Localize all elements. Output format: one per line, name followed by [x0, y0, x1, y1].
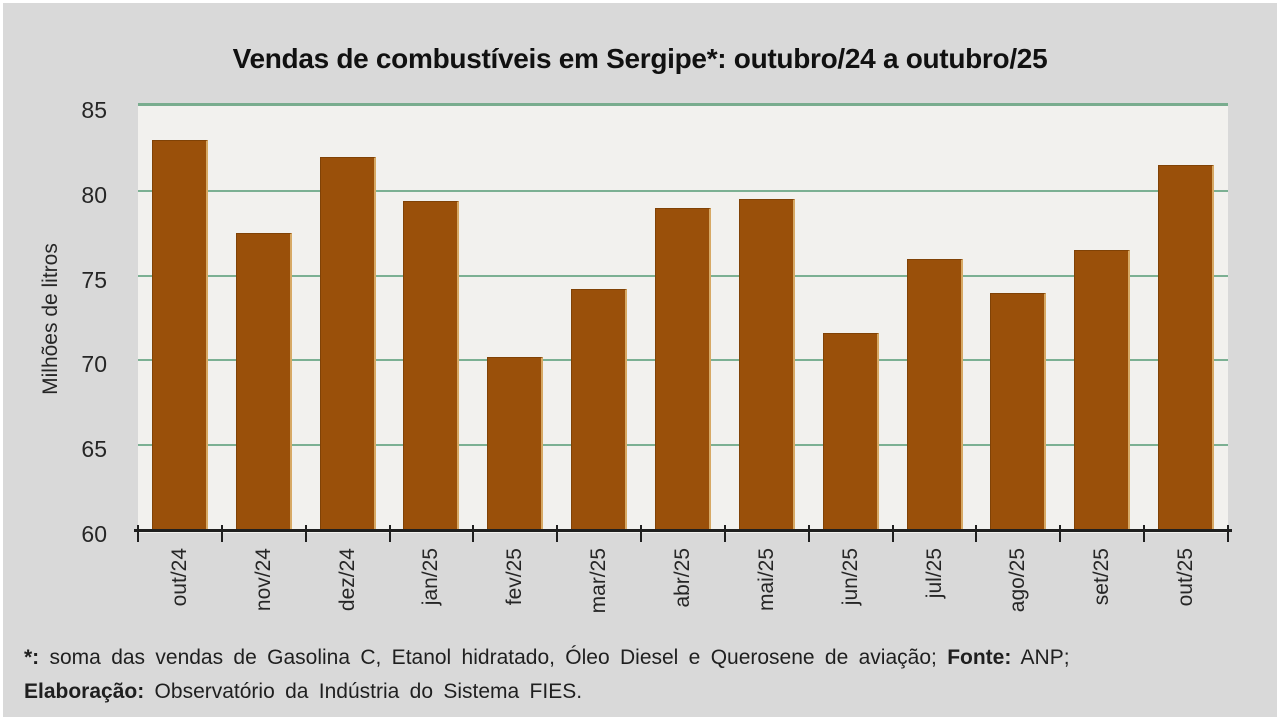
x-tick — [807, 525, 810, 542]
x-tick — [640, 525, 643, 542]
slide-background: Vendas de combustíveis em Sergipe*: outu… — [3, 3, 1277, 717]
x-tick — [723, 525, 726, 542]
x-tick — [388, 525, 391, 542]
x-label-out/24: out/24 — [167, 548, 191, 607]
x-tick — [304, 525, 307, 542]
x-tick — [556, 525, 559, 542]
x-label-fev/25: fev/25 — [503, 548, 527, 606]
x-tick — [891, 525, 894, 542]
bar-mar/25 — [571, 289, 628, 530]
x-label-mar/25: mar/25 — [587, 548, 611, 614]
bar-jul/25 — [906, 258, 963, 530]
y-tick-label-60: 60 — [81, 521, 107, 547]
x-tick — [137, 525, 139, 542]
x-tick — [1059, 525, 1062, 542]
x-label-jan/25: jan/25 — [419, 548, 443, 606]
y-tick-label-70: 70 — [81, 351, 107, 378]
x-label-abr/25: abr/25 — [671, 548, 694, 608]
footnote-line: Elaboração: Observatório da Indústria do… — [24, 680, 583, 703]
x-label-dez/24: dez/24 — [335, 548, 359, 612]
bar-jan/25 — [403, 200, 460, 530]
y-tick-label-75: 75 — [81, 266, 107, 293]
footnote-line: *: soma das vendas de Gasolina C, Etanol… — [24, 646, 1070, 669]
x-label-set/25: set/25 — [1090, 548, 1114, 606]
y-axis-title: Milhões de litros — [39, 243, 62, 395]
x-tick — [1143, 525, 1146, 542]
bar-out/24 — [151, 139, 208, 530]
chart-title: Vendas de combustíveis em Sergipe*: outu… — [232, 43, 1048, 74]
x-label-ago/25: ago/25 — [1006, 548, 1030, 613]
y-tick-label-65: 65 — [81, 436, 107, 463]
gridline-80 — [138, 189, 1228, 192]
bar-set/25 — [1074, 250, 1131, 530]
x-label-jun/25: jun/25 — [838, 548, 862, 606]
footnote: *: soma das vendas de Gasolina C, Etanol… — [24, 641, 1262, 709]
bar-ago/25 — [990, 292, 1047, 530]
x-label-mai/25: mai/25 — [754, 548, 778, 612]
x-label-out/25: out/25 — [1174, 548, 1198, 607]
x-tick — [975, 525, 978, 542]
bar-dez/24 — [319, 156, 376, 530]
bar-fev/25 — [487, 357, 544, 530]
bar-out/25 — [1158, 165, 1215, 530]
bar-nov/24 — [235, 233, 292, 530]
bar-jun/25 — [822, 333, 879, 530]
y-tick-label-85: 85 — [81, 97, 107, 123]
x-tick — [220, 525, 223, 542]
x-tick — [472, 525, 475, 542]
x-label-nov/24: nov/24 — [251, 548, 275, 612]
x-tick — [1227, 525, 1229, 542]
x-label-jul/25: jul/25 — [922, 548, 946, 599]
x-axis-line — [134, 529, 1232, 532]
bar-abr/25 — [655, 207, 711, 530]
bar-mai/25 — [738, 199, 795, 530]
y-tick-label-80: 80 — [81, 181, 107, 208]
